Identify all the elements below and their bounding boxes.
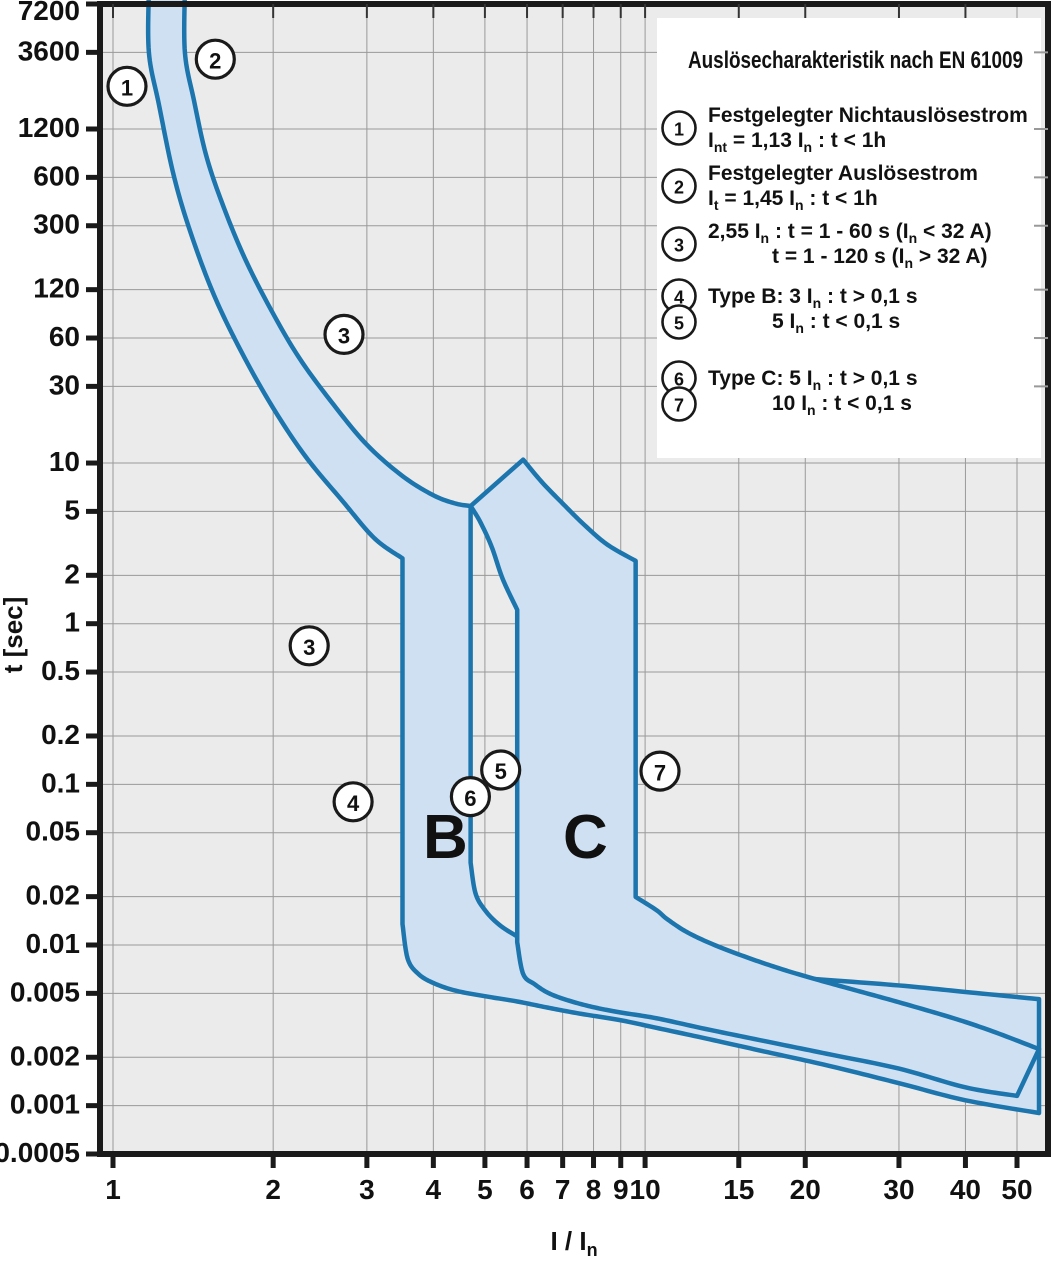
svg-text:0.002: 0.002: [10, 1040, 80, 1071]
svg-text:2: 2: [265, 1174, 281, 1205]
svg-text:1: 1: [121, 76, 133, 101]
svg-text:0.005: 0.005: [10, 976, 80, 1007]
svg-text:0.1: 0.1: [41, 767, 80, 798]
svg-text:2: 2: [209, 48, 221, 73]
svg-text:2: 2: [64, 558, 80, 589]
svg-text:Int = 1,13 In : t < 1h: Int = 1,13 In : t < 1h: [708, 129, 886, 155]
svg-text:2: 2: [674, 178, 684, 198]
svg-text:5: 5: [495, 759, 507, 784]
svg-text:It = 1,45 In : t < 1h: It = 1,45 In : t < 1h: [708, 187, 878, 213]
svg-text:1: 1: [105, 1174, 121, 1205]
svg-text:0.05: 0.05: [26, 816, 81, 847]
svg-text:1200: 1200: [18, 112, 80, 143]
svg-text:30: 30: [49, 369, 80, 400]
svg-text:t [sec]: t [sec]: [0, 597, 28, 674]
svg-text:9: 9: [613, 1174, 629, 1205]
svg-text:120: 120: [33, 273, 80, 304]
svg-text:8: 8: [586, 1174, 602, 1205]
svg-text:Festgelegter Nichtauslösestrom: Festgelegter Nichtauslösestrom: [708, 104, 1028, 127]
svg-text:6: 6: [519, 1174, 535, 1205]
svg-text:2,55 In : t = 1 - 60 s (In < 3: 2,55 In : t = 1 - 60 s (In < 32 A): [708, 220, 992, 246]
svg-text:C: C: [563, 803, 608, 872]
svg-text:3: 3: [359, 1174, 375, 1205]
svg-text:0.001: 0.001: [10, 1089, 80, 1120]
svg-text:I / In: I / In: [550, 1226, 597, 1260]
svg-text:40: 40: [950, 1174, 981, 1205]
svg-text:0.02: 0.02: [26, 880, 81, 911]
svg-text:15: 15: [723, 1174, 754, 1205]
svg-text:7: 7: [555, 1174, 571, 1205]
svg-text:5: 5: [64, 494, 80, 525]
svg-text:7: 7: [654, 760, 666, 785]
svg-text:0.0005: 0.0005: [0, 1137, 80, 1168]
svg-text:7: 7: [674, 396, 684, 416]
svg-text:0.2: 0.2: [41, 719, 80, 750]
svg-text:7200: 7200: [18, 0, 80, 26]
svg-text:10: 10: [630, 1174, 661, 1205]
svg-text:1: 1: [64, 607, 80, 638]
svg-text:30: 30: [883, 1174, 914, 1205]
svg-text:10 In : t < 0,1 s: 10 In : t < 0,1 s: [772, 392, 912, 418]
svg-text:t = 1 - 120 s (In > 32 A): t = 1 - 120 s (In > 32 A): [772, 245, 988, 271]
svg-text:5: 5: [477, 1174, 493, 1205]
svg-text:600: 600: [33, 160, 80, 191]
svg-text:50: 50: [1001, 1174, 1032, 1205]
svg-text:3: 3: [674, 236, 684, 256]
svg-text:Auslösecharakteristik nach EN: Auslösecharakteristik nach EN 61009: [688, 47, 1023, 74]
svg-text:3: 3: [303, 635, 315, 660]
svg-text:60: 60: [49, 321, 80, 352]
svg-text:0.01: 0.01: [26, 928, 81, 959]
svg-text:Festgelegter Auslösestrom: Festgelegter Auslösestrom: [708, 162, 978, 185]
svg-text:4: 4: [347, 791, 360, 816]
svg-text:5 In : t < 0,1 s: 5 In : t < 0,1 s: [772, 310, 900, 336]
svg-text:0.5: 0.5: [41, 655, 80, 686]
svg-text:20: 20: [790, 1174, 821, 1205]
svg-text:3: 3: [338, 324, 350, 349]
svg-text:4: 4: [426, 1174, 442, 1205]
svg-text:3600: 3600: [18, 35, 80, 66]
svg-text:1: 1: [674, 120, 684, 140]
svg-text:300: 300: [33, 209, 80, 240]
svg-text:5: 5: [674, 314, 684, 334]
svg-text:10: 10: [49, 446, 80, 477]
svg-text:B: B: [423, 803, 468, 872]
